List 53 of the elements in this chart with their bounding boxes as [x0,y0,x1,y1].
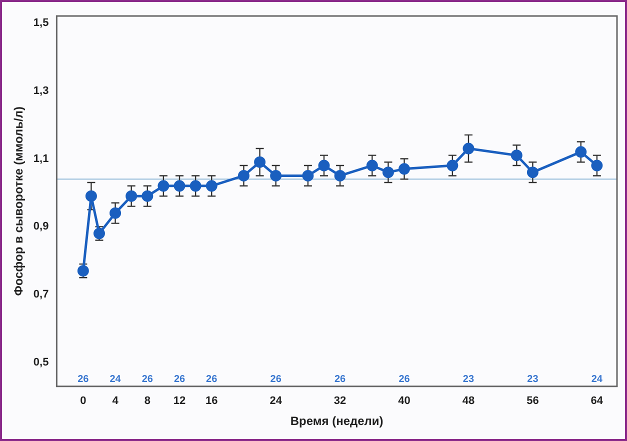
x-tick-label: 64 [590,395,604,408]
y-tick-label: 1,5 [33,16,49,29]
point [190,180,202,192]
y-tick-label: 0,9 [33,220,49,233]
y-tick-label: 1,1 [33,152,49,165]
x-tick-label: 12 [173,395,186,408]
annotation: 26 [270,374,282,386]
annotation: 26 [334,374,346,386]
annotation: 23 [527,374,539,386]
point [238,170,250,182]
point [398,163,410,175]
x-tick-label: 4 [112,395,120,408]
annotation: 26 [174,374,186,386]
x-tick-label: 8 [144,395,150,408]
point [174,180,186,192]
point [591,160,603,172]
point [110,207,122,219]
x-tick-label: 32 [334,395,346,408]
x-tick-label: 0 [80,395,86,408]
point [382,166,394,178]
x-tick-label: 16 [205,395,218,408]
point [526,166,538,178]
point [334,170,346,182]
x-tick-label: 40 [398,395,410,408]
point [510,150,522,162]
annotation: 26 [206,374,218,386]
x-tick-label: 56 [526,395,539,408]
y-tick-label: 1,3 [33,84,49,97]
point [302,170,314,182]
point [158,180,170,192]
point [142,190,154,202]
point [318,160,330,172]
y-tick-label: 0,7 [33,288,49,301]
point [126,190,138,202]
annotation: 26 [142,374,154,386]
point [206,180,218,192]
point [446,160,458,172]
annotation: 26 [78,374,90,386]
point [254,156,266,168]
point [366,160,378,172]
annotation: 24 [110,374,122,386]
point [462,142,474,154]
annotation: 23 [462,374,474,386]
annotation: 26 [398,374,410,386]
y-axis-title: Фосфор в сыворотке (ммоль/л) [12,106,26,296]
point [575,146,587,158]
point [270,170,282,182]
y-tick-label: 0,5 [33,356,49,369]
annotation: 24 [591,374,603,386]
x-tick-label: 24 [270,395,283,408]
x-axis-title: Время (недели) [290,414,384,428]
point [85,190,97,202]
x-tick-label: 48 [462,395,475,408]
